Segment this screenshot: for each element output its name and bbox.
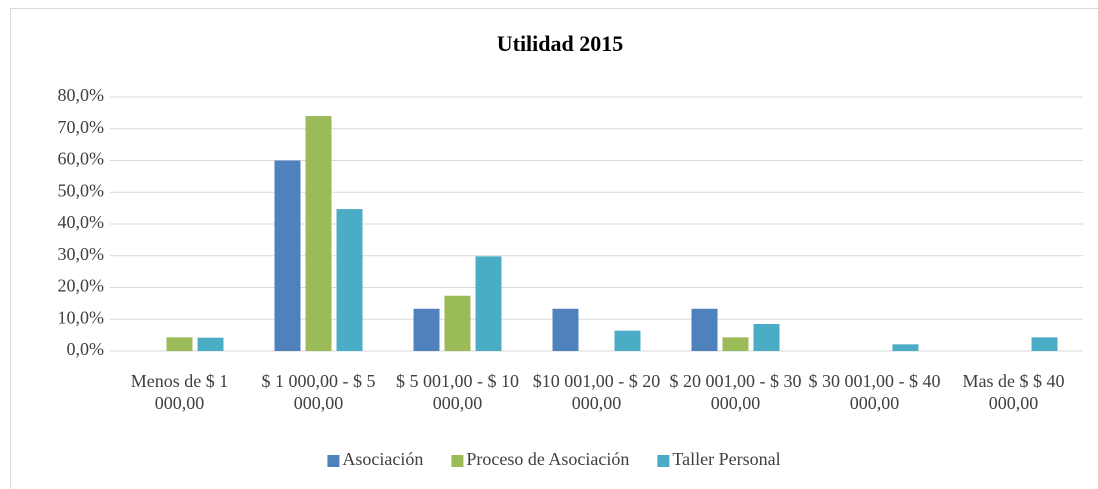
bar [336, 209, 363, 351]
bar [305, 116, 332, 351]
bar [1031, 337, 1058, 351]
chart-title: Utilidad 2015 [497, 31, 624, 56]
x-tick-label: Mas de $ $ 40 000,00 [962, 371, 1065, 413]
y-tick-label: 50,0% [58, 180, 105, 200]
bar [892, 344, 919, 351]
y-tick-label: 20,0% [58, 276, 105, 296]
y-tick-label: 10,0% [58, 307, 105, 327]
bar [197, 337, 224, 351]
x-tick-label: $ 5 001,00 - $ 10 000,00 [396, 371, 519, 413]
legend-swatch [451, 455, 464, 467]
legend-swatch [327, 455, 340, 467]
x-tick-label: $ 1 000,00 - $ 5 000,00 [261, 371, 376, 413]
y-tick-label: 60,0% [58, 149, 105, 169]
chart-border [10, 8, 1098, 489]
bar [274, 160, 301, 351]
bar [552, 308, 579, 351]
bar [722, 337, 749, 351]
legend-label: Taller Personal [672, 449, 780, 469]
x-tick-label: $ 30 001,00 - $ 40 000,00 [808, 371, 941, 413]
bar [614, 330, 641, 351]
bar [166, 337, 193, 351]
bar [444, 295, 471, 351]
bar [413, 308, 440, 351]
x-tick-label: $ 20 001,00 - $ 30 000,00 [669, 371, 802, 413]
legend-label: Asociación [342, 449, 423, 469]
x-tick-label: $10 001,00 - $ 20 000,00 [532, 371, 661, 413]
bar [753, 324, 780, 351]
bar [691, 308, 718, 351]
y-tick-label: 40,0% [58, 212, 105, 232]
bar [475, 256, 502, 351]
legend-label: Proceso de Asociación [466, 449, 629, 469]
y-tick-label: 80,0% [58, 85, 105, 105]
x-tick-label: Menos de $ 1 000,00 [130, 371, 229, 413]
y-tick-label: 30,0% [58, 244, 105, 264]
y-tick-label: 70,0% [58, 117, 105, 137]
y-tick-label: 0,0% [67, 339, 105, 359]
legend-swatch [657, 455, 670, 467]
